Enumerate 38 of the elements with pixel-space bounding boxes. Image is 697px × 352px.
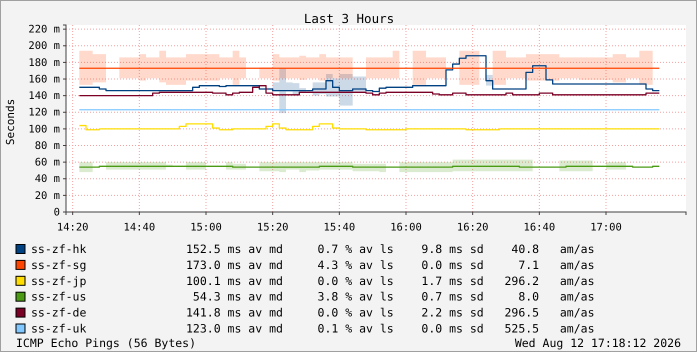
y-tick-label: 200 m bbox=[28, 40, 60, 52]
text: 100.1 ms av md 0.0 % av ls 1.7 ms sd 296.2 am/as bbox=[186, 274, 594, 288]
x-tick-label: 15:40 bbox=[324, 222, 356, 234]
y-tick-label: 120 m bbox=[28, 106, 60, 119]
text: 152.5 ms av md 0.7 % av ls 9.8 ms sd 40.8 am/as bbox=[186, 242, 594, 256]
y-tick-label: 180 m bbox=[28, 56, 60, 69]
y-tick-label: 20 m bbox=[34, 190, 60, 202]
y-tick-label: 140 m bbox=[28, 90, 60, 102]
y-tick-label: 100 m bbox=[28, 123, 60, 136]
x-tick-label: 15:20 bbox=[256, 222, 288, 234]
text: 173.0 ms av md 4.3 % av ls 0.0 ms sd 7.1 am/as bbox=[186, 258, 594, 272]
y-tick-label: 60 m bbox=[34, 156, 60, 168]
x-tick-label: 14:40 bbox=[124, 222, 156, 234]
x-tick-label: 16:00 bbox=[390, 222, 422, 234]
line-series bbox=[78, 55, 660, 92]
y-tick-label: 160 m bbox=[28, 73, 60, 86]
chart-title: Last 3 Hours bbox=[304, 11, 394, 26]
text: 141.8 ms av md 0.0 % av ls 2.2 ms sd 296.5 am/as bbox=[186, 306, 594, 320]
text: 123.0 ms av md 0.1 % av ls 0.0 ms sd 525.5 am/as bbox=[186, 322, 594, 336]
legend-label: ss-zf-hk bbox=[31, 242, 86, 256]
text: ICMP Echo Pings (56 Bytes) bbox=[16, 336, 196, 350]
legend-label: ss-zf-de bbox=[31, 306, 86, 320]
x-tick-label: 14:20 bbox=[56, 222, 88, 234]
y-tick-label: 80 m bbox=[34, 140, 60, 152]
x-tick-label: 16:40 bbox=[524, 222, 556, 234]
legend-label: ss-zf-jp bbox=[31, 274, 86, 288]
legend-label: ss-zf-sg bbox=[31, 258, 86, 272]
text: 54.3 ms av md 3.8 % av ls 0.7 ms sd 8.0 am/as bbox=[186, 290, 594, 304]
y-tick-label: 0 bbox=[54, 206, 60, 218]
legend-label: ss-zf-us bbox=[31, 290, 86, 304]
legend-label: ss-zf-uk bbox=[31, 322, 86, 336]
y-tick-label: 220 m bbox=[28, 24, 60, 36]
text: Wed Aug 12 17:18:12 2026 bbox=[514, 336, 682, 350]
x-tick-label: 17:00 bbox=[590, 222, 622, 234]
x-tick-label: 15:00 bbox=[190, 222, 222, 234]
x-tick-label: 16:20 bbox=[456, 222, 488, 234]
y-axis-title: Seconds bbox=[4, 98, 17, 146]
y-tick-label: 40 m bbox=[34, 173, 60, 186]
